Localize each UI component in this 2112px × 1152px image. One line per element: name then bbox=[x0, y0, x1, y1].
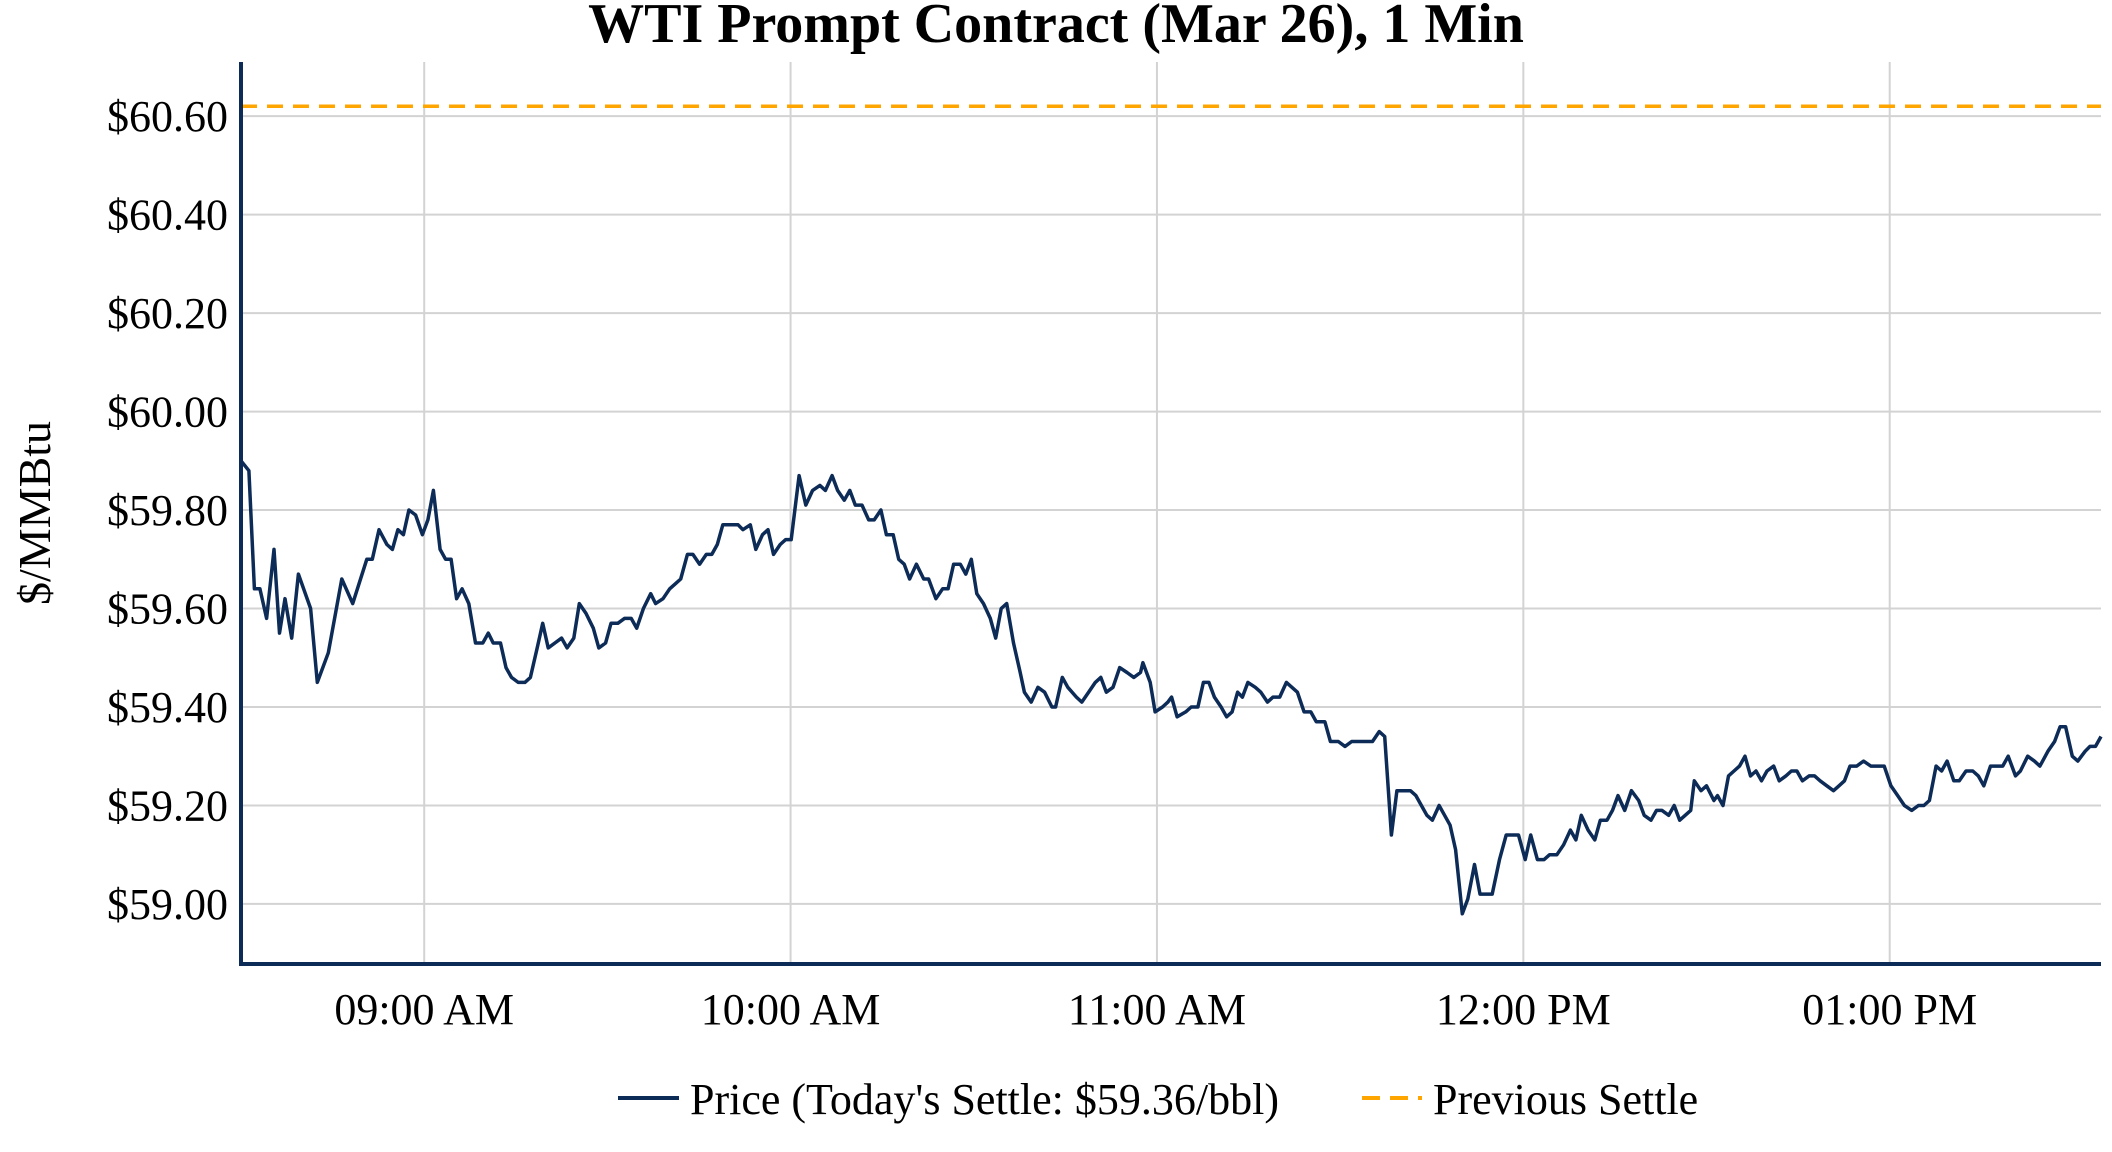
y-tick-label: $60.60 bbox=[107, 92, 228, 141]
y-tick-label: $59.80 bbox=[107, 486, 228, 535]
x-tick-label: 01:00 PM bbox=[1802, 985, 1977, 1034]
legend-previous-settle-label[interactable]: Previous Settle bbox=[1433, 1075, 1698, 1124]
y-tick-label: $59.60 bbox=[107, 585, 228, 634]
y-axis-label: $/MMBtu bbox=[9, 421, 60, 605]
x-tick-label: 09:00 AM bbox=[334, 985, 514, 1034]
price-series-layer bbox=[239, 459, 2103, 916]
y-tick-label: $60.00 bbox=[107, 388, 228, 437]
gridlines bbox=[241, 62, 2101, 964]
legend-price-label[interactable]: Price (Today's Settle: $59.36/bbl) bbox=[690, 1075, 1279, 1124]
y-tick-label: $59.20 bbox=[107, 781, 228, 830]
chart-title: WTI Prompt Contract (Mar 26), 1 Min bbox=[588, 0, 1524, 55]
legend: Price (Today's Settle: $59.36/bbl) Previ… bbox=[618, 1075, 1698, 1124]
x-tick-labels: 09:00 AM 10:00 AM 11:00 AM 12:00 PM 01:00 PM bbox=[334, 985, 1977, 1034]
y-tick-label: $60.20 bbox=[107, 289, 228, 338]
x-tick-label: 12:00 PM bbox=[1436, 985, 1611, 1034]
price-line bbox=[239, 459, 2103, 916]
y-tick-label: $59.40 bbox=[107, 683, 228, 732]
y-tick-labels: $59.00 $59.20 $59.40 $59.60 $59.80 $60.00 $60.… bbox=[107, 92, 228, 929]
axes bbox=[239, 62, 2101, 966]
x-tick-label: 10:00 AM bbox=[701, 985, 881, 1034]
y-tick-label: $59.00 bbox=[107, 880, 228, 929]
x-tick-label: 11:00 AM bbox=[1068, 985, 1246, 1034]
y-tick-label: $60.40 bbox=[107, 191, 228, 240]
